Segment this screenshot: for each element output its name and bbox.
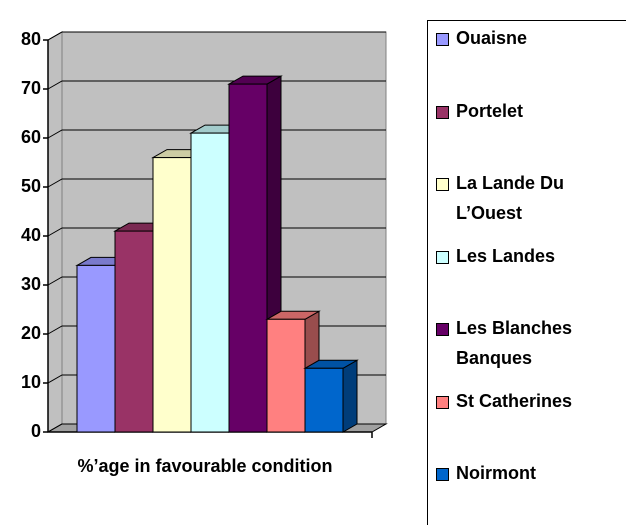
y-tick-label: 70 bbox=[21, 78, 41, 98]
y-tick-label: 20 bbox=[21, 323, 41, 343]
legend-label: Portelet bbox=[456, 100, 524, 121]
legend-label: Noirmont bbox=[456, 463, 536, 483]
bar bbox=[114, 230, 154, 433]
bar bbox=[304, 367, 344, 433]
legend-swatch bbox=[436, 395, 449, 409]
category-label: %’age in favourable condition bbox=[77, 456, 333, 476]
y-tick-label: 60 bbox=[21, 127, 41, 147]
y-tick-label: 80 bbox=[21, 29, 41, 49]
legend-label: Les Landes bbox=[456, 245, 556, 266]
legend-label: Les Blanches Banques bbox=[456, 318, 573, 368]
grid-line bbox=[47, 31, 386, 41]
legend-swatch bbox=[436, 250, 449, 264]
y-tick-label: 50 bbox=[21, 176, 41, 196]
legend-swatch bbox=[436, 323, 449, 336]
bar bbox=[152, 157, 192, 433]
plot-area: 0 10 20 30 40 50 60 70 80 bbox=[21, 29, 388, 441]
legend-swatch bbox=[436, 468, 449, 481]
legend: Ouaisne Portelet La Lande Du L’Ouest Les La… bbox=[427, 20, 626, 525]
legend-swatch bbox=[436, 105, 449, 119]
bar bbox=[190, 132, 230, 433]
bar bbox=[228, 83, 268, 433]
bar bbox=[266, 318, 306, 433]
y-tick-label: 0 bbox=[31, 421, 41, 441]
y-tick-label: 30 bbox=[21, 274, 41, 294]
bar-side bbox=[342, 359, 358, 433]
legend-swatch bbox=[436, 33, 449, 46]
legend-swatch bbox=[436, 178, 449, 191]
bar bbox=[76, 264, 116, 433]
legend-label: St Catherines bbox=[456, 390, 573, 411]
y-tick-label: 40 bbox=[21, 225, 41, 245]
legend-label: Ouaisne bbox=[456, 28, 528, 48]
y-tick-label: 10 bbox=[21, 372, 41, 392]
legend-label: La Lande Du L’Ouest bbox=[456, 173, 565, 223]
